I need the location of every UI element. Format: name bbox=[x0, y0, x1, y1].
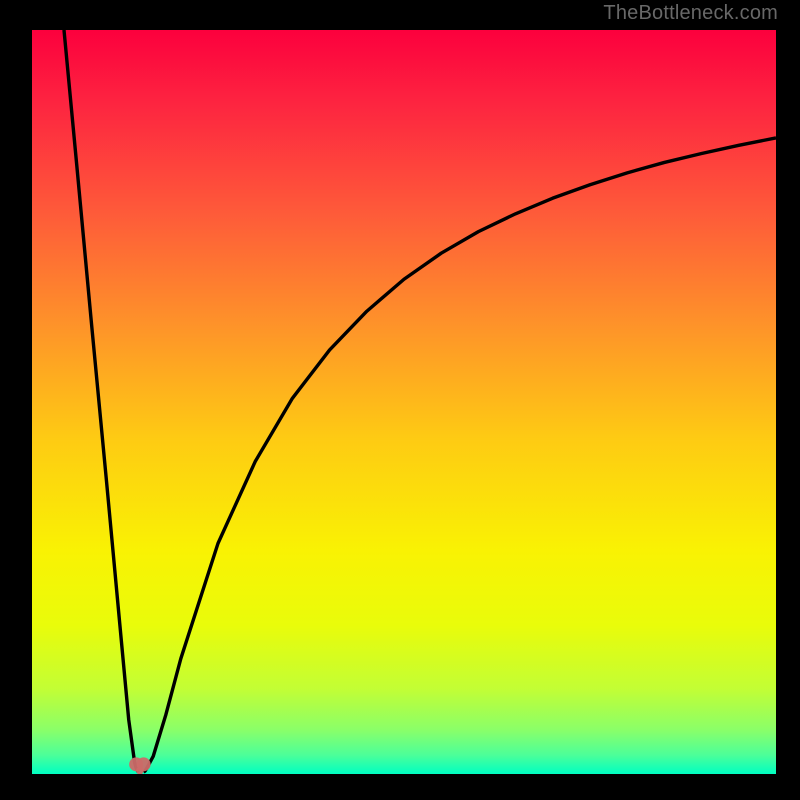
watermark-text: TheBottleneck.com bbox=[603, 2, 778, 25]
figure-root: TheBottleneck.com bbox=[0, 0, 800, 800]
chart-plot-area bbox=[32, 30, 776, 774]
chart-svg bbox=[32, 30, 776, 774]
chart-background-gradient bbox=[32, 30, 776, 774]
